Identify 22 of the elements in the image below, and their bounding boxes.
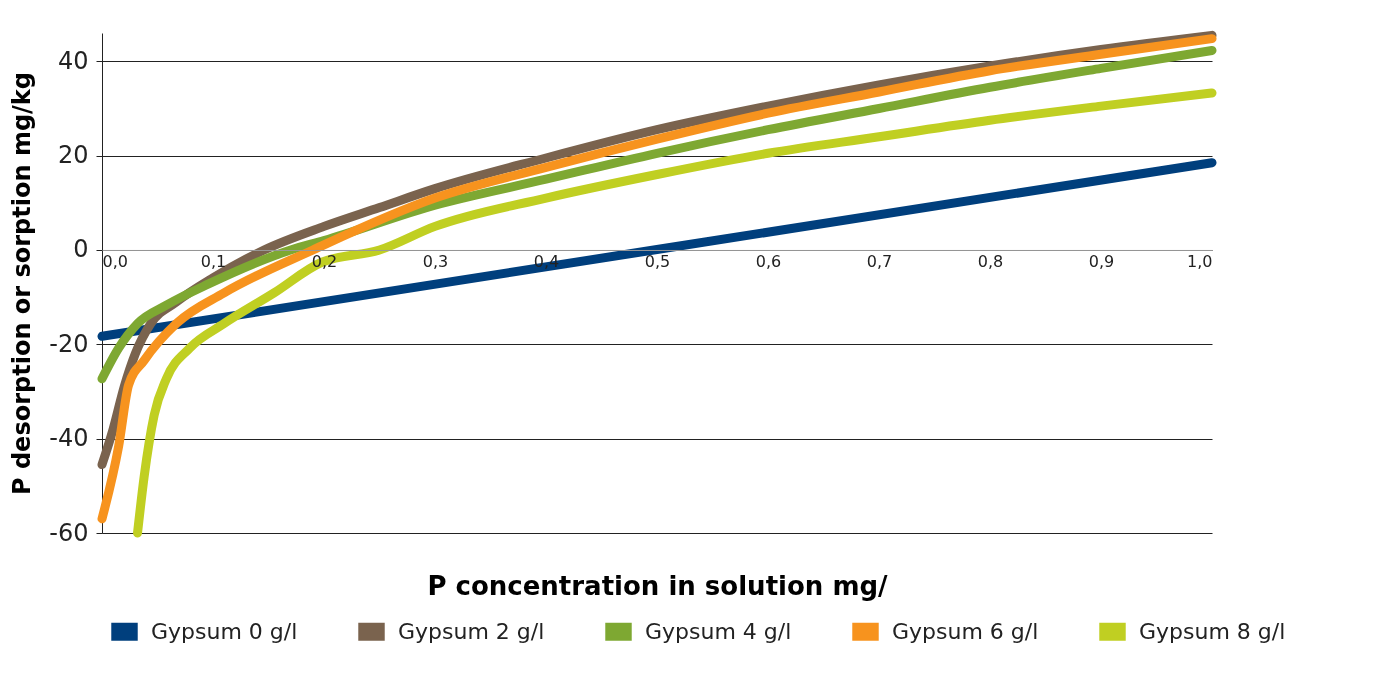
x-tick-label: 0,5: [644, 252, 671, 272]
x-tick-label: 0,9: [1088, 252, 1115, 272]
x-axis-title: P concentration in solution mg/: [427, 570, 889, 601]
x-tick-label: 0,3: [422, 252, 449, 272]
y-tick-label: -40: [49, 424, 89, 453]
y-tick-label: 40: [57, 46, 89, 75]
y-tick-label: 0: [73, 235, 89, 264]
x-tick-label: 0,6: [755, 252, 782, 272]
legend-label: Gypsum 2 g/l: [398, 618, 545, 644]
legend-label: Gypsum 8 g/l: [1139, 618, 1286, 644]
x-tick-label: 1,0: [1187, 252, 1213, 272]
x-tick-label: 0,0: [102, 252, 128, 272]
y-tick-label: -20: [49, 329, 89, 358]
y-axis-title: P desorption or sorption mg/kg: [8, 71, 37, 496]
legend-label: Gypsum 4 g/l: [645, 618, 792, 644]
x-tick-label: 0,7: [866, 252, 893, 272]
legend-label: Gypsum 0 g/l: [151, 618, 298, 644]
y-tick-label: 20: [57, 141, 89, 170]
y-tick-label: -60: [49, 518, 89, 547]
x-tick-label: 0,1: [200, 252, 227, 272]
legend-label: Gypsum 6 g/l: [892, 618, 1039, 644]
x-tick-label: 0,8: [977, 252, 1004, 272]
